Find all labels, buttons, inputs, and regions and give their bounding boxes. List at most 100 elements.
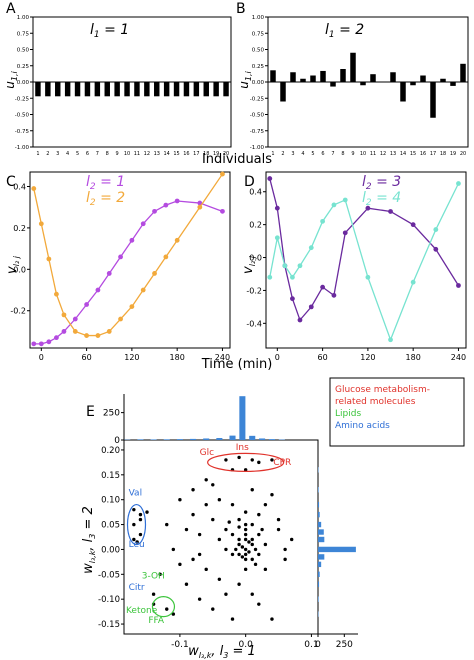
series-point-0 xyxy=(274,205,280,211)
series-point-1 xyxy=(342,197,348,203)
scatter-point xyxy=(211,517,215,522)
scatter-point xyxy=(260,527,264,532)
scatter-point xyxy=(204,502,208,507)
x-tick-label: 120 xyxy=(124,353,139,362)
y-tick-label: -0.4 xyxy=(246,319,262,328)
series-point-1 xyxy=(456,181,461,186)
bar xyxy=(193,82,200,97)
bar xyxy=(55,82,61,97)
series-point-0 xyxy=(410,222,416,228)
x-tick-label: 7 xyxy=(96,151,99,157)
scatter-point xyxy=(184,527,189,532)
bar xyxy=(390,72,396,82)
scatter-point xyxy=(145,510,149,514)
panel-b: B l1 = 2 1.00 0.75 0.50 0.25 0.00 -0.25 -0.50 -… xyxy=(236,1,469,157)
panel-a-plot: 1.00 0.75 0.50 0.25 0.00 -0.25 -0.50 -0.75 -1.00… xyxy=(15,15,232,157)
right-hist-bar xyxy=(318,581,320,587)
panel-c-plot: 0 60 120 180 240 0.4 0.2 0.0 -0.2 xyxy=(10,171,231,362)
scatter-point xyxy=(197,597,202,601)
bar xyxy=(144,82,150,97)
series-point-1 xyxy=(129,304,135,309)
y-tick-label: 0.75 xyxy=(17,31,30,37)
scatter-point xyxy=(276,527,281,532)
top-hist-bar xyxy=(249,435,256,440)
series-point-1 xyxy=(72,329,78,334)
bar xyxy=(64,82,71,97)
x-tick-label: 9 xyxy=(116,151,119,157)
scatter-point xyxy=(151,592,156,596)
scatter-point xyxy=(224,527,228,532)
top-hist-bar xyxy=(268,439,275,440)
scatter-point xyxy=(217,497,222,502)
scatter-point xyxy=(191,512,195,517)
panel-e-legend-box xyxy=(329,377,465,447)
legend-amino-acids: Amino acids xyxy=(335,421,390,431)
scatter-point xyxy=(243,567,248,572)
bar xyxy=(320,70,326,82)
panel-d-ylabel: vl₂ j xyxy=(241,255,257,274)
series-point-0 xyxy=(61,329,67,334)
bar xyxy=(163,82,170,97)
y-tick-label: 0.25 xyxy=(17,64,30,70)
panelC-frame xyxy=(29,171,231,349)
panel-e-xlabel: wl₃,k, l3 = 1 xyxy=(188,644,256,660)
series-point-1 xyxy=(220,171,225,177)
series-line-0 xyxy=(269,178,460,322)
scatter-point xyxy=(276,517,281,522)
scatter-point xyxy=(204,567,208,572)
bar xyxy=(94,82,101,97)
bar xyxy=(35,82,41,97)
right-hist-bar xyxy=(318,501,320,508)
scatter-point xyxy=(237,542,241,547)
right-hist-bar xyxy=(318,529,324,535)
series-point-0 xyxy=(342,230,348,236)
scatter-point xyxy=(250,557,254,562)
scatter-point xyxy=(257,602,261,606)
x-tick-label: 9 xyxy=(351,151,354,157)
series-point-1 xyxy=(282,263,288,269)
series-point-0 xyxy=(456,283,461,288)
scatter-point xyxy=(191,488,195,492)
scatter-point xyxy=(135,540,139,544)
legend-d-l2-4: l2 = 4 xyxy=(362,190,401,208)
annotation-leu: Leu xyxy=(129,540,145,550)
series-point-1 xyxy=(388,337,393,343)
panel-c: C 0 60 120 180 240 0.4 0.2 0.0 -0.2 l2 = 1 l2 = … xyxy=(5,171,231,362)
top-hist-bar xyxy=(163,439,170,440)
y-tick-label: -0.75 xyxy=(15,129,30,135)
scatter-point xyxy=(237,537,241,542)
series-point-0 xyxy=(365,205,371,211)
scatter-point xyxy=(270,458,274,462)
y-tick-label: -0.2 xyxy=(10,307,26,316)
x-tick-label: 11 xyxy=(370,151,376,157)
y-tick-label: -0.10 xyxy=(98,595,120,605)
right-hist-bar xyxy=(318,511,320,518)
scatter-point xyxy=(138,512,143,517)
scatter-point xyxy=(240,545,245,549)
right-hist-tick-label: 0 xyxy=(315,640,321,650)
scatter-point xyxy=(270,493,274,497)
scatter-point xyxy=(224,592,228,596)
right-hist-bar xyxy=(318,546,356,553)
x-tick-label: 16 xyxy=(183,151,189,157)
x-tick-label: 12 xyxy=(144,151,150,157)
series-point-0 xyxy=(308,304,314,310)
series-point-0 xyxy=(129,237,135,243)
series-point-0 xyxy=(163,202,169,208)
panel-b-plot: 1.00 0.75 0.50 0.25 0.00 -0.25 -0.50 -0.75 -1.00… xyxy=(250,15,469,157)
panel-label-e: E xyxy=(86,404,95,420)
top-hist-bar xyxy=(216,438,223,440)
y-tick-label: -1.00 xyxy=(250,145,265,151)
y-tick-label: 0.00 xyxy=(252,80,265,86)
scatter-point xyxy=(237,525,241,529)
scatter-point xyxy=(165,607,169,611)
scatter-point xyxy=(197,552,202,557)
scatter-point xyxy=(250,522,254,527)
top-hist-bar xyxy=(229,435,236,440)
bar xyxy=(203,82,209,97)
x-tick-label: 6 xyxy=(86,151,89,157)
scatter-point xyxy=(250,537,254,542)
x-tick-label: 7 xyxy=(331,151,334,157)
y-tick-label: 0.2 xyxy=(13,224,26,233)
